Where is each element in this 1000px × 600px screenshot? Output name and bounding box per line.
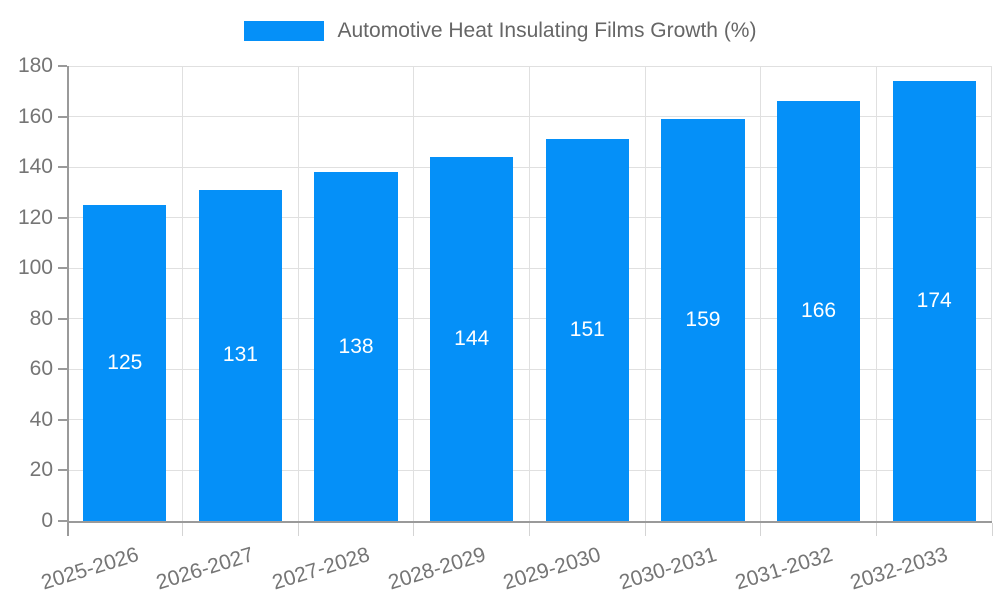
y-axis-tick [58,65,67,67]
y-axis-tick [58,317,67,320]
gridline-v [182,66,184,521]
bar [661,119,745,521]
y-axis-tick [58,115,67,118]
x-axis-tick [644,523,646,536]
gridline-v [644,66,646,521]
x-axis-tick [182,523,184,536]
bar-value-label: 125 [107,351,143,374]
y-tick-label: 120 [17,205,53,229]
y-tick-label: 100 [17,256,53,280]
x-axis-tick [991,523,993,536]
gridline-h [69,267,991,269]
bar-value-label: 151 [569,318,605,342]
gridline-h [69,166,991,168]
x-axis-line [67,521,992,523]
plot-right-border [991,66,992,521]
bar [545,139,629,521]
gridline-v [297,66,299,521]
gridline-v [529,66,530,521]
gridline-h [69,419,991,421]
y-tick-label: 80 [29,306,53,330]
bar-value-label: 131 [222,343,258,367]
y-axis-tick [58,166,67,169]
y-axis-tick [58,469,67,472]
y-axis-tick [58,368,67,371]
y-tick-label: 140 [17,155,53,179]
y-axis-tick [58,267,67,270]
bar-value-label: 159 [685,308,721,332]
legend-swatch [243,21,324,41]
bar [892,81,976,521]
bar-value-label: 166 [801,299,837,323]
x-axis-tick [875,523,877,536]
bar [430,157,514,521]
gridline-h [69,469,991,471]
y-tick-label: 180 [17,54,53,77]
y-tick-label: 0 [41,509,53,532]
gridline-v [760,66,762,521]
bar-value-label: 138 [338,334,374,358]
legend[interactable]: Automotive Heat Insulating Films Growth … [0,18,1000,44]
plot-area: 0 20 40 60 80 100 120 140 160 180 125 2025-2026 131 2… [18,54,993,594]
y-axis-tick [58,520,67,522]
y-tick-label: 60 [29,357,53,381]
y-axis-tick [58,216,67,219]
gridline-h [69,65,991,67]
y-axis-line [67,66,69,536]
gridline-h [69,116,991,118]
y-tick-label: 160 [17,104,53,128]
bar [776,101,861,521]
gridline-h [69,318,991,320]
bar [83,205,167,521]
x-axis-tick [529,523,530,536]
bar [198,189,283,521]
x-axis-tick [413,523,415,536]
gridline-v [875,66,877,521]
x-axis-tick [297,523,299,536]
gridline-v [413,66,415,521]
x-axis-tick [760,523,762,536]
bar [314,172,398,521]
y-tick-label: 40 [29,407,53,431]
legend-label: Automotive Heat Insulating Films Growth … [337,19,757,42]
y-tick-label: 20 [29,458,53,482]
bar-value-label: 144 [454,327,490,350]
gridline-h [69,217,991,219]
bar-value-label: 174 [916,289,952,313]
y-axis-tick [58,418,67,421]
gridline-h [69,368,991,370]
